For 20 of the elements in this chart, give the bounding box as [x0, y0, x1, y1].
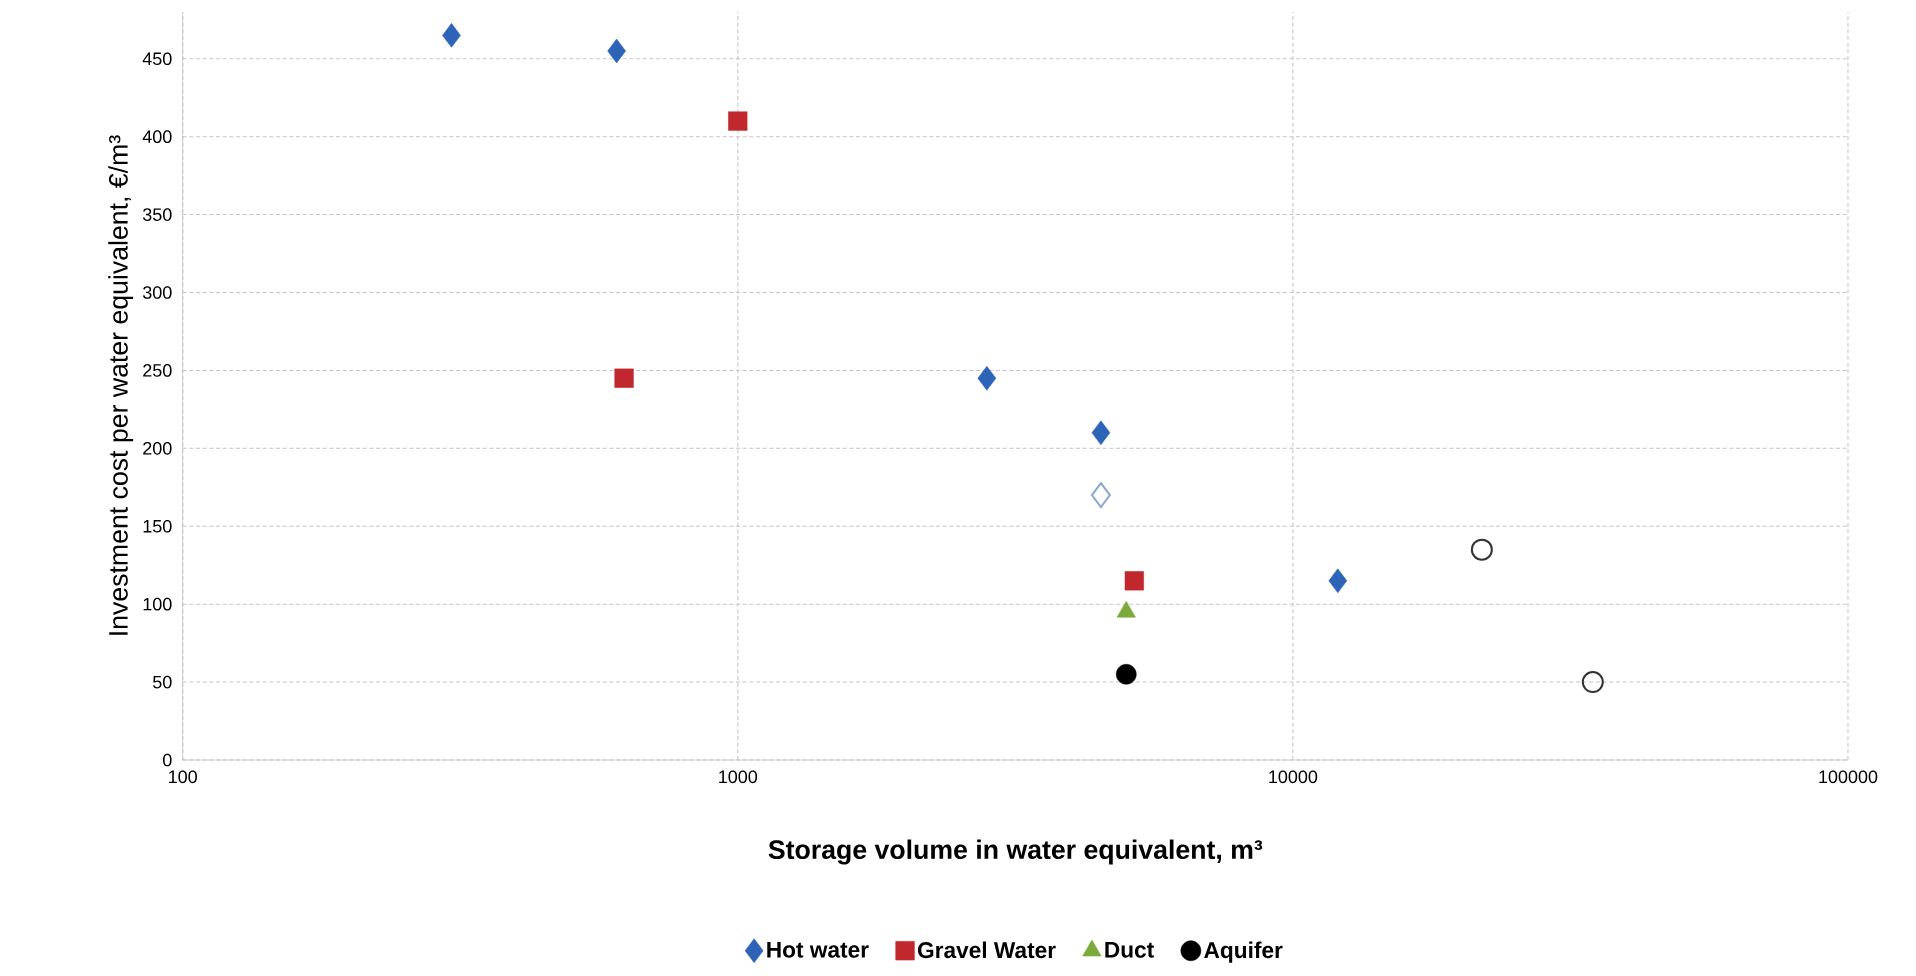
y-tick-label: 0 [163, 753, 172, 767]
x-tick-label: 100 [169, 770, 197, 784]
y-tick-label: 250 [143, 364, 172, 377]
y-tick-label: 300 [142, 286, 172, 299]
y-tick-label: 200 [143, 441, 172, 455]
legend-label: Aquifer [1204, 941, 1283, 963]
y-tick-label: 400 [142, 130, 172, 144]
legend-label: Hot water [767, 941, 869, 958]
x-tick-label: 1000 [719, 770, 758, 784]
x-axis-title: Storage volume in water equivalent, m³ [768, 839, 1263, 865]
y-axis-title: Investment cost per water equivalent, €/m³ [108, 135, 134, 635]
y-tick-label: 150 [143, 519, 172, 533]
legend-label: Duct [1105, 941, 1154, 958]
x-tick-label: 100000 [1819, 770, 1878, 784]
x-tick-label: 10000 [1269, 770, 1318, 784]
y-tick-label: 450 [142, 52, 172, 66]
legend-label: Gravel Water [917, 941, 1056, 959]
y-tick-label: 350 [142, 208, 172, 221]
y-tick-label: 50 [152, 675, 172, 689]
y-tick-label: 100 [143, 597, 172, 611]
